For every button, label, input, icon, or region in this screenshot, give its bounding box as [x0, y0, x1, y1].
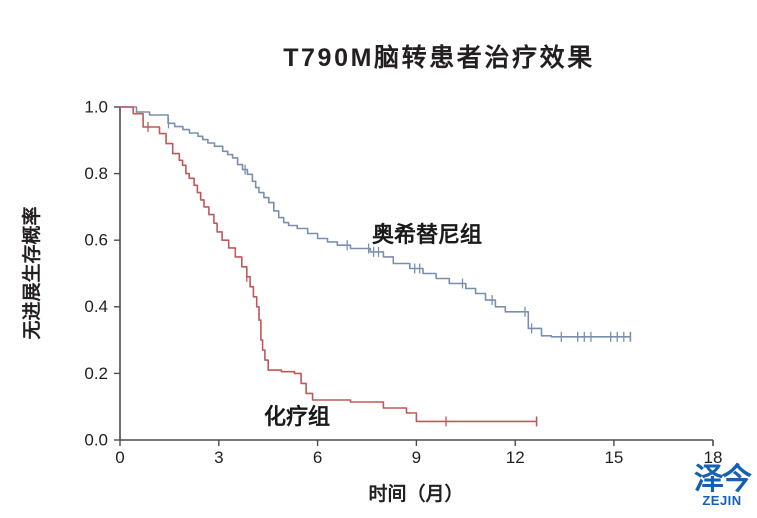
svg-text:9: 9: [412, 448, 421, 467]
svg-text:0.2: 0.2: [84, 364, 108, 383]
svg-text:6: 6: [313, 448, 322, 467]
svg-text:3: 3: [214, 448, 223, 467]
svg-text:0: 0: [115, 448, 124, 467]
svg-text:无进展生存概率: 无进展生存概率: [20, 206, 43, 339]
svg-text:0.6: 0.6: [84, 231, 108, 250]
svg-text:0.0: 0.0: [84, 431, 108, 450]
svg-text:时间（月）: 时间（月）: [368, 482, 463, 505]
svg-text:泽今: 泽今: [694, 462, 752, 496]
svg-text:15: 15: [604, 448, 623, 467]
svg-text:ZEJIN: ZEJIN: [702, 493, 741, 508]
svg-text:1.0: 1.0: [84, 98, 108, 117]
svg-text:0.4: 0.4: [84, 297, 108, 316]
svg-text:奥希替尼组: 奥希替尼组: [372, 222, 482, 247]
svg-text:12: 12: [506, 448, 525, 467]
svg-text:0.8: 0.8: [84, 164, 108, 183]
svg-text:化疗组: 化疗组: [264, 404, 330, 429]
